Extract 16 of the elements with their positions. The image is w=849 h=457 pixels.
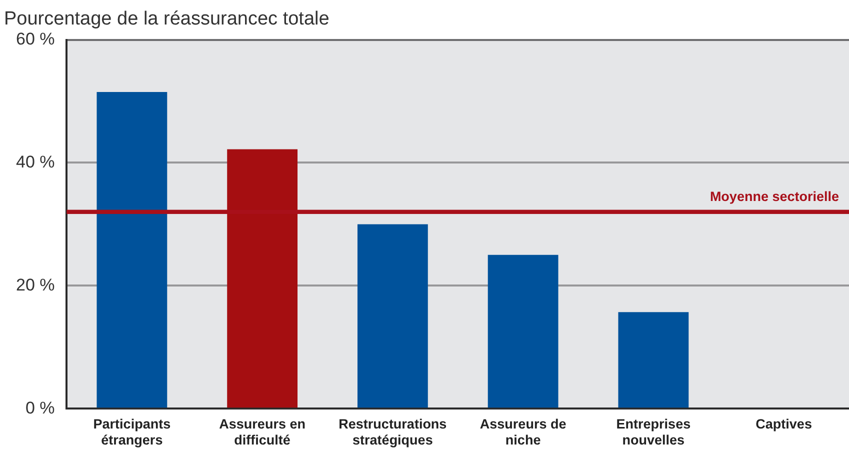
x-tick-label: Entreprises nouvelles [616,416,691,448]
y-tick-label: 60 % [16,29,55,48]
bar [488,254,558,408]
x-tick-label: Restructurations stratégiques [338,416,447,448]
x-tick-label: Participants étrangers [93,416,171,448]
y-tick-label: 20 % [16,275,55,294]
y-tick-label: 40 % [16,152,55,172]
bar [357,224,428,408]
bar [96,92,168,408]
y-tick-label: 0 % [25,398,55,418]
ref-line-label: Moyenne sectorielle [710,188,840,204]
x-tick-label: Captives [756,416,812,432]
chart-title: Pourcentage de la réassurancec totale [4,8,330,30]
x-tick-label: Assureurs de niche [480,416,567,448]
x-tick-label: Assureurs en difficulté [219,416,306,448]
bar [618,312,689,408]
